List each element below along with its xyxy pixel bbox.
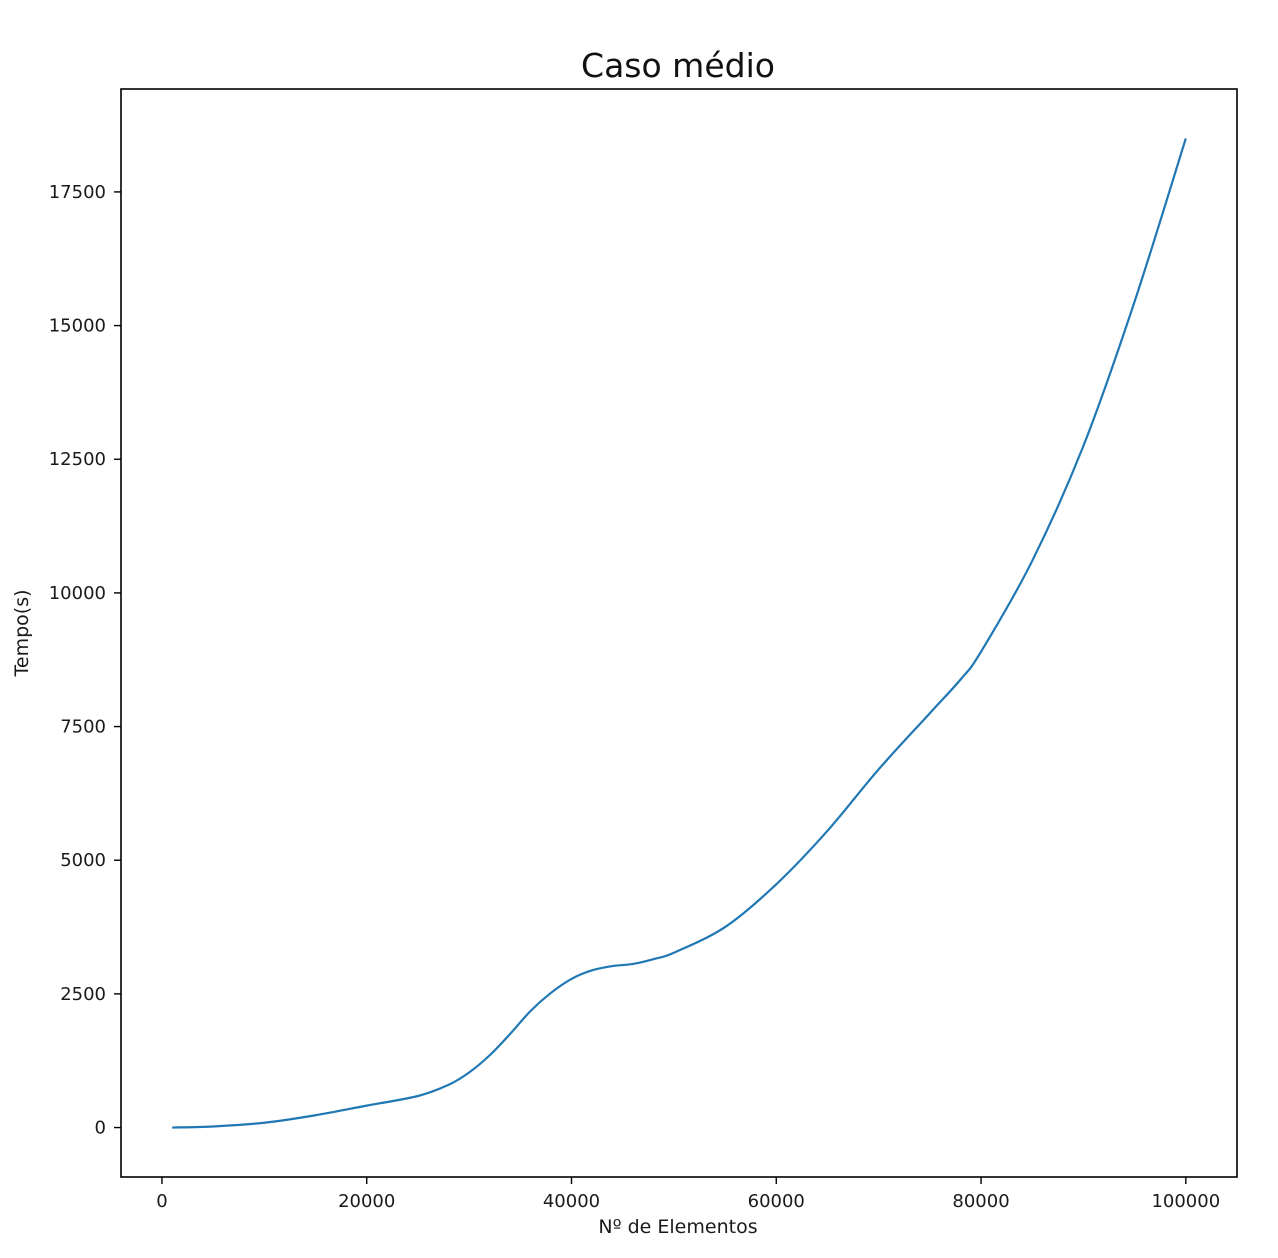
x-axis-label: Nº de Elementos (598, 1216, 757, 1238)
y-axis: 0 2500 5000 7500 10000 12500 15000 17500 (49, 182, 121, 1139)
x-tick-label: 60000 (748, 1191, 805, 1212)
y-tick-label: 15000 (49, 316, 106, 337)
y-tick-label: 0 (95, 1118, 106, 1139)
y-tick-label: 2500 (60, 984, 106, 1005)
x-tick-label: 40000 (543, 1191, 600, 1212)
axes-frame (120, 88, 1238, 1178)
x-tick-label: 0 (156, 1191, 167, 1212)
y-tick-label: 17500 (49, 182, 106, 203)
x-tick-label: 80000 (952, 1191, 1009, 1212)
x-tick-label: 100000 (1151, 1191, 1220, 1212)
chart-title: Caso médio (581, 46, 775, 85)
x-tick-label: 20000 (338, 1191, 395, 1212)
y-tick-label: 7500 (60, 717, 106, 738)
y-tick-label: 5000 (60, 850, 106, 871)
x-axis: 0 20000 40000 60000 80000 100000 (156, 1177, 1220, 1212)
series-line-0 (172, 138, 1187, 1129)
y-tick-label: 12500 (49, 449, 106, 470)
y-tick-label: 10000 (49, 583, 106, 604)
plot-area (172, 138, 1187, 1129)
y-axis-label: Tempo(s) (11, 590, 33, 678)
